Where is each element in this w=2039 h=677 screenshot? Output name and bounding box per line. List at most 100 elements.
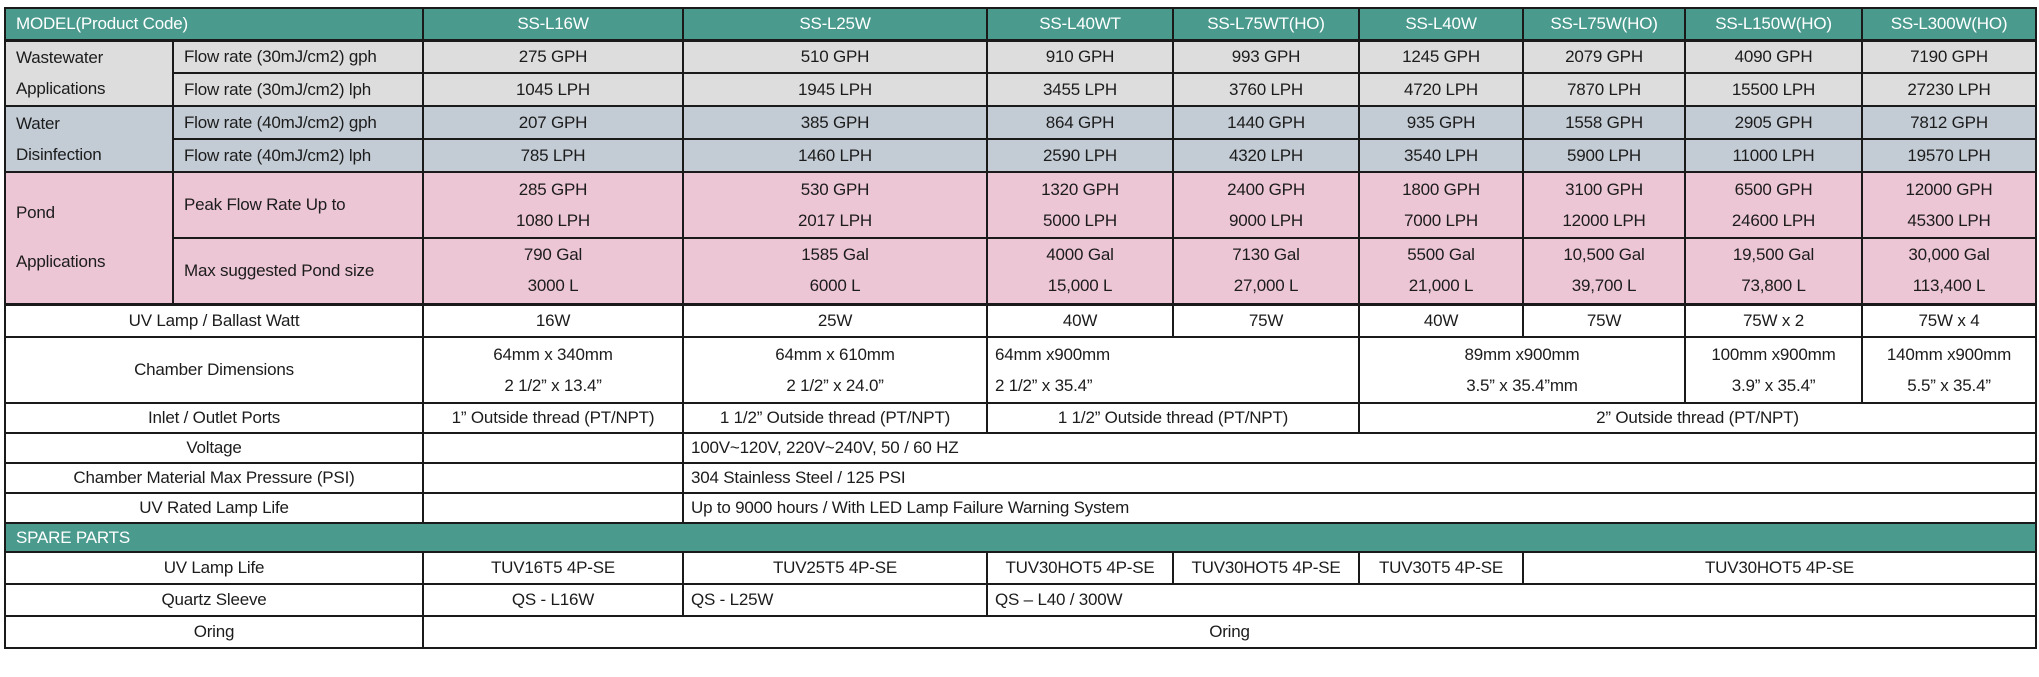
category-label-line: Pond xyxy=(16,203,55,223)
table-row: Oring Oring xyxy=(4,615,2037,649)
category-pond: Pond Applications xyxy=(4,171,174,305)
value-line: 1320 GPH xyxy=(1041,179,1119,199)
row-label: Flow rate (30mJ/cm2) gph xyxy=(172,38,424,74)
data-cell: 530 GPH 2017 LPH xyxy=(682,171,988,239)
data-cell: 285 GPH 1080 LPH xyxy=(422,171,684,239)
data-cell: 100mm x900mm 3.9” x 35.4” xyxy=(1684,336,1863,404)
product-header: SS-L40WT xyxy=(986,7,1174,41)
data-cell: 89mm x900mm 3.5” x 35.4”mm xyxy=(1358,336,1686,404)
value-line: 27,000 L xyxy=(1233,276,1299,296)
data-cell: TUV30T5 4P-SE xyxy=(1358,551,1524,585)
data-cell: 1440 GPH xyxy=(1172,105,1360,140)
data-cell: 2400 GPH 9000 LPH xyxy=(1172,171,1360,239)
table-row: Flow rate (40mJ/cm2) lph 785 LPH 1460 LP… xyxy=(5,138,2037,173)
product-header: SS-L40W xyxy=(1358,7,1524,41)
table-row: UV Rated Lamp Life Up to 9000 hours / Wi… xyxy=(4,492,2037,524)
data-cell: 1245 GPH xyxy=(1358,38,1524,74)
value-line: 39,700 L xyxy=(1571,276,1637,296)
category-label-line: Disinfection xyxy=(16,144,102,164)
data-cell: 75W xyxy=(1172,302,1360,338)
product-header: SS-L75WT(HO) xyxy=(1172,7,1360,41)
value-line: 6500 GPH xyxy=(1734,179,1813,199)
data-cell: 864 GPH xyxy=(986,105,1174,140)
value-line: 24600 LPH xyxy=(1731,210,1816,230)
data-cell: 1945 LPH xyxy=(682,72,988,107)
data-cell: 40W xyxy=(986,302,1174,338)
value-line: 1585 Gal xyxy=(801,245,869,265)
value-line: 64mm x 340mm xyxy=(493,344,613,364)
data-cell: 1320 GPH 5000 LPH xyxy=(986,171,1174,239)
value-line: 7130 Gal xyxy=(1232,245,1300,265)
value-line: 6000 L xyxy=(809,276,861,296)
category-label-line: Wastewater xyxy=(16,47,104,67)
value-line: 30,000 Gal xyxy=(1908,245,1990,265)
data-cell: 790 Gal 3000 L xyxy=(422,237,684,305)
row-label: Flow rate (30mJ/cm2) lph xyxy=(172,72,424,107)
data-cell: 7190 GPH xyxy=(1861,38,2037,74)
value-line: 64mm x 610mm xyxy=(775,344,895,364)
data-cell: 4000 Gal 15,000 L xyxy=(986,237,1174,305)
value-line: 10,500 Gal xyxy=(1563,245,1645,265)
data-cell: 910 GPH xyxy=(986,38,1174,74)
value-line: 285 GPH xyxy=(518,179,588,199)
model-header-cell: MODEL(Product Code) xyxy=(4,7,424,41)
data-cell: 16W xyxy=(422,302,684,338)
value-line: 140mm x900mm xyxy=(1886,344,2012,364)
data-cell: Oring xyxy=(422,615,2037,649)
data-cell: 7130 Gal 27,000 L xyxy=(1172,237,1360,305)
data-cell: 1” Outside thread (PT/NPT) xyxy=(422,402,684,434)
row-label: Chamber Dimensions xyxy=(4,336,424,404)
data-cell: 1 1/2” Outside thread (PT/NPT) xyxy=(986,402,1360,434)
data-cell: 64mm x900mm 2 1/2” x 35.4” xyxy=(986,336,1360,404)
data-cell: 1800 GPH 7000 LPH xyxy=(1358,171,1524,239)
data-cell: 1045 LPH xyxy=(422,72,684,107)
category-label-line: Water xyxy=(16,113,60,133)
category-water-disinfection: Water Disinfection xyxy=(4,105,174,173)
data-cell: 510 GPH xyxy=(682,38,988,74)
value-line: 9000 LPH xyxy=(1228,210,1303,230)
data-cell: 1460 LPH xyxy=(682,138,988,173)
value-line: 21,000 L xyxy=(1408,276,1474,296)
value-line: 73,800 L xyxy=(1741,276,1806,296)
row-label: Flow rate (40mJ/cm2) lph xyxy=(172,138,424,173)
data-cell: 2” Outside thread (PT/NPT) xyxy=(1358,402,2037,434)
data-cell: 7812 GPH xyxy=(1861,105,2037,140)
product-header: SS-L300W(HO) xyxy=(1861,7,2037,41)
data-cell: 385 GPH xyxy=(682,105,988,140)
data-cell: 15500 LPH xyxy=(1684,72,1863,107)
data-cell: 100V~120V, 220V~240V, 50 / 60 HZ xyxy=(682,432,2037,464)
data-cell: 785 LPH xyxy=(422,138,684,173)
row-label: Flow rate (40mJ/cm2) gph xyxy=(172,105,424,140)
value-line: 19,500 Gal xyxy=(1732,245,1815,265)
header-row: MODEL(Product Code) SS-L16W SS-L25W SS-L… xyxy=(4,7,2037,41)
data-cell: 3540 LPH xyxy=(1358,138,1524,173)
data-cell: 3100 GPH 12000 LPH xyxy=(1522,171,1686,239)
data-cell: TUV30HOT5 4P-SE xyxy=(1522,551,2037,585)
value-line: 3000 L xyxy=(527,276,579,296)
table-row: Max suggested Pond size 790 Gal 3000 L 15… xyxy=(5,237,2037,305)
data-cell: 207 GPH xyxy=(422,105,684,140)
data-cell: 10,500 Gal 39,700 L xyxy=(1522,237,1686,305)
value-line: 790 Gal xyxy=(523,245,583,265)
data-cell: 1 1/2” Outside thread (PT/NPT) xyxy=(682,402,988,434)
data-cell: 304 Stainless Steel / 125 PSI xyxy=(682,462,2037,494)
value-line: 2 1/2” x 24.0” xyxy=(786,375,884,395)
category-wastewater: Wastewater Applications xyxy=(4,38,174,107)
product-header: SS-L150W(HO) xyxy=(1684,7,1863,41)
table-row: Pond Applications Peak Flow Rate Up to 2… xyxy=(4,171,2037,305)
table-row: UV Lamp Life TUV16T5 4P-SE TUV25T5 4P-SE… xyxy=(4,551,2037,585)
data-cell: 75W x 2 xyxy=(1684,302,1863,338)
data-cell: 5500 Gal 21,000 L xyxy=(1358,237,1524,305)
value-line: 1080 LPH xyxy=(515,210,590,230)
data-cell: 3455 LPH xyxy=(986,72,1174,107)
data-cell: 4720 LPH xyxy=(1358,72,1524,107)
row-label: UV Lamp / Ballast Watt xyxy=(4,302,424,338)
value-line: 12000 LPH xyxy=(1562,210,1646,230)
table-row: UV Lamp / Ballast Watt 16W 25W 40W 75W 4… xyxy=(4,302,2037,338)
product-header: SS-L16W xyxy=(422,7,684,41)
data-cell: 7870 LPH xyxy=(1522,72,1686,107)
data-cell: 3760 LPH xyxy=(1172,72,1360,107)
data-cell: 12000 GPH 45300 LPH xyxy=(1861,171,2037,239)
data-cell: 11000 LPH xyxy=(1684,138,1863,173)
table-row: Chamber Dimensions 64mm x 340mm 2 1/2” x … xyxy=(4,336,2037,404)
